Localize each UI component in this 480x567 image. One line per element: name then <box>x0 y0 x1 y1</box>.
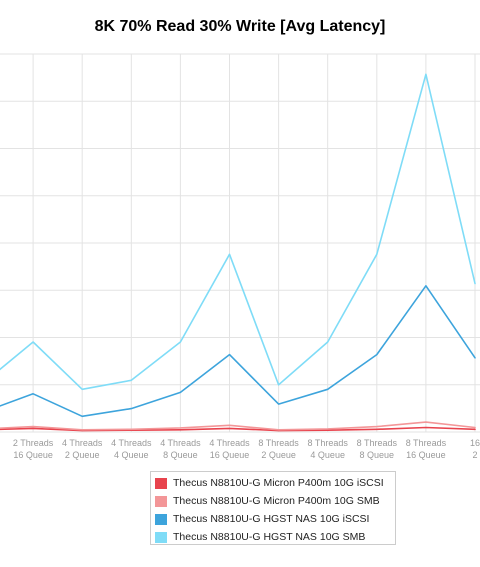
legend-label: Thecus N8810U-G Micron P400m 10G iSCSI <box>173 477 384 489</box>
legend-item: Thecus N8810U-G Micron P400m 10G iSCSI <box>155 474 395 492</box>
legend-item: Thecus N8810U-G HGST NAS 10G SMB <box>155 528 395 546</box>
x-tick-label: 8 Threads <box>357 438 398 448</box>
x-tick-label: 16 Queue <box>210 450 250 460</box>
x-tick-label: 4 Threads <box>160 438 201 448</box>
series-line-2 <box>0 421 476 431</box>
legend-label: Thecus N8810U-G Micron P400m 10G SMB <box>173 495 380 507</box>
x-tick-label: 2 Threads <box>13 438 54 448</box>
x-tick-label: 4 Threads <box>209 438 250 448</box>
x-tick-label: 4 Queue <box>310 450 345 460</box>
chart-title: 8K 70% Read 30% Write [Avg Latency] <box>94 18 386 35</box>
x-tick-label: 8 Threads <box>258 438 299 448</box>
chart-series <box>0 73 476 432</box>
x-tick-label: 2 Queue <box>65 450 100 460</box>
series-line-3 <box>0 284 476 418</box>
legend-item: Thecus N8810U-G HGST NAS 10G iSCSI <box>155 510 395 528</box>
x-tick-label: 8 Queue <box>360 450 395 460</box>
series-line-1 <box>0 426 476 432</box>
x-tick-label: 8 Threads <box>308 438 349 448</box>
x-tick-label: 8 Threads <box>406 438 447 448</box>
legend-swatch <box>155 531 167 543</box>
x-tick-label: 16 <box>470 438 480 448</box>
series-line-4 <box>0 73 476 391</box>
legend-label: Thecus N8810U-G HGST NAS 10G iSCSI <box>173 513 370 525</box>
legend-swatch <box>155 495 167 507</box>
x-tick-label: 16 Queue <box>13 450 53 460</box>
x-tick-label: 16 Queue <box>406 450 446 460</box>
legend-swatch <box>155 477 167 489</box>
x-tick-label: 2 <box>472 450 477 460</box>
legend-label: Thecus N8810U-G HGST NAS 10G SMB <box>173 531 366 543</box>
x-tick-label: 4 Threads <box>62 438 103 448</box>
x-tick-label: 4 Queue <box>114 450 149 460</box>
x-tick-label: 8 Queue <box>163 450 198 460</box>
legend-item: Thecus N8810U-G Micron P400m 10G SMB <box>155 492 395 510</box>
chart-grid <box>0 53 480 433</box>
x-tick-label: 4 Threads <box>111 438 152 448</box>
legend-swatch <box>155 513 167 525</box>
chart-legend: Thecus N8810U-G Micron P400m 10G iSCSI Th… <box>150 471 396 545</box>
x-tick-label: 2 Queue <box>261 450 296 460</box>
